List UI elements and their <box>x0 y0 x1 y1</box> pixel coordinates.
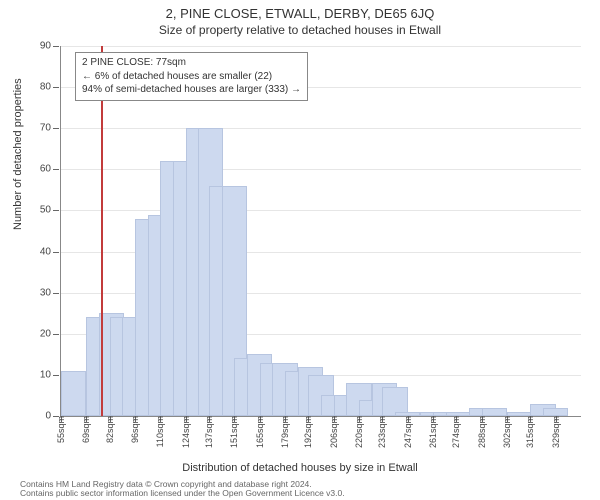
x-tick-label: 110sqm <box>155 416 165 447</box>
y-tick <box>53 169 59 170</box>
x-tick-label: 165sqm <box>255 416 265 448</box>
x-tick-label: 55sqm <box>56 416 66 443</box>
y-tick <box>53 46 59 47</box>
x-tick-label: 179sqm <box>280 416 290 448</box>
x-tick-label: 137sqm <box>204 416 214 448</box>
y-tick <box>53 128 59 129</box>
x-tick-label: 192sqm <box>303 416 313 448</box>
x-tick-label: 315sqm <box>525 416 535 448</box>
y-tick <box>53 293 59 294</box>
annotation-line: 94% of semi-detached houses are larger (… <box>82 83 301 97</box>
chart-container: 2, PINE CLOSE, ETWALL, DERBY, DE65 6JQ S… <box>0 0 600 500</box>
y-tick <box>53 252 59 253</box>
y-tick-label: 50 <box>27 205 51 216</box>
y-tick-label: 80 <box>27 82 51 93</box>
y-tick-label: 90 <box>27 41 51 52</box>
x-tick-label: 302sqm <box>502 416 512 448</box>
footnote-line: Contains public sector information licen… <box>20 488 345 498</box>
reference-line <box>101 46 103 416</box>
x-tick-label: 220sqm <box>354 416 364 448</box>
footnote: Contains HM Land Registry data © Crown c… <box>20 480 345 499</box>
y-tick-label: 10 <box>27 369 51 380</box>
grid-line <box>61 46 581 47</box>
y-tick <box>53 210 59 211</box>
x-tick-label: 274sqm <box>451 416 461 448</box>
x-tick-label: 288sqm <box>477 416 487 448</box>
x-tick-label: 69sqm <box>81 416 91 443</box>
y-tick-label: 20 <box>27 328 51 339</box>
histogram-bar <box>543 408 568 416</box>
x-tick-label: 206sqm <box>329 416 339 448</box>
y-tick <box>53 334 59 335</box>
annotation-box: 2 PINE CLOSE: 77sqm ← 6% of detached hou… <box>75 52 308 101</box>
grid-line <box>61 128 581 129</box>
y-axis-title: Number of detached properties <box>12 78 24 230</box>
y-tick-label: 70 <box>27 123 51 134</box>
x-tick-label: 247sqm <box>403 416 413 448</box>
x-axis-title: Distribution of detached houses by size … <box>0 462 600 474</box>
x-tick-label: 96sqm <box>130 416 140 443</box>
x-tick-label: 124sqm <box>181 416 191 448</box>
y-tick-label: 60 <box>27 164 51 175</box>
histogram-bar <box>482 408 507 416</box>
annotation-line: ← 6% of detached houses are smaller (22) <box>82 70 301 84</box>
chart-plot-area: 010203040506070809055sqm69sqm82sqm96sqm1… <box>60 46 581 417</box>
chart-subtitle: Size of property relative to detached ho… <box>0 21 600 37</box>
x-tick-label: 233sqm <box>377 416 387 448</box>
x-tick-label: 82sqm <box>105 416 115 443</box>
page-title: 2, PINE CLOSE, ETWALL, DERBY, DE65 6JQ <box>0 0 600 21</box>
y-tick-label: 40 <box>27 246 51 257</box>
x-tick-label: 261sqm <box>428 416 438 448</box>
histogram-bar <box>61 371 86 416</box>
x-tick-label: 151sqm <box>229 416 239 448</box>
annotation-line: 2 PINE CLOSE: 77sqm <box>82 56 301 70</box>
y-tick-label: 30 <box>27 287 51 298</box>
grid-line <box>61 169 581 170</box>
y-tick-label: 0 <box>27 411 51 422</box>
x-tick-label: 329sqm <box>551 416 561 448</box>
y-tick <box>53 87 59 88</box>
grid-line <box>61 210 581 211</box>
y-tick <box>53 375 59 376</box>
